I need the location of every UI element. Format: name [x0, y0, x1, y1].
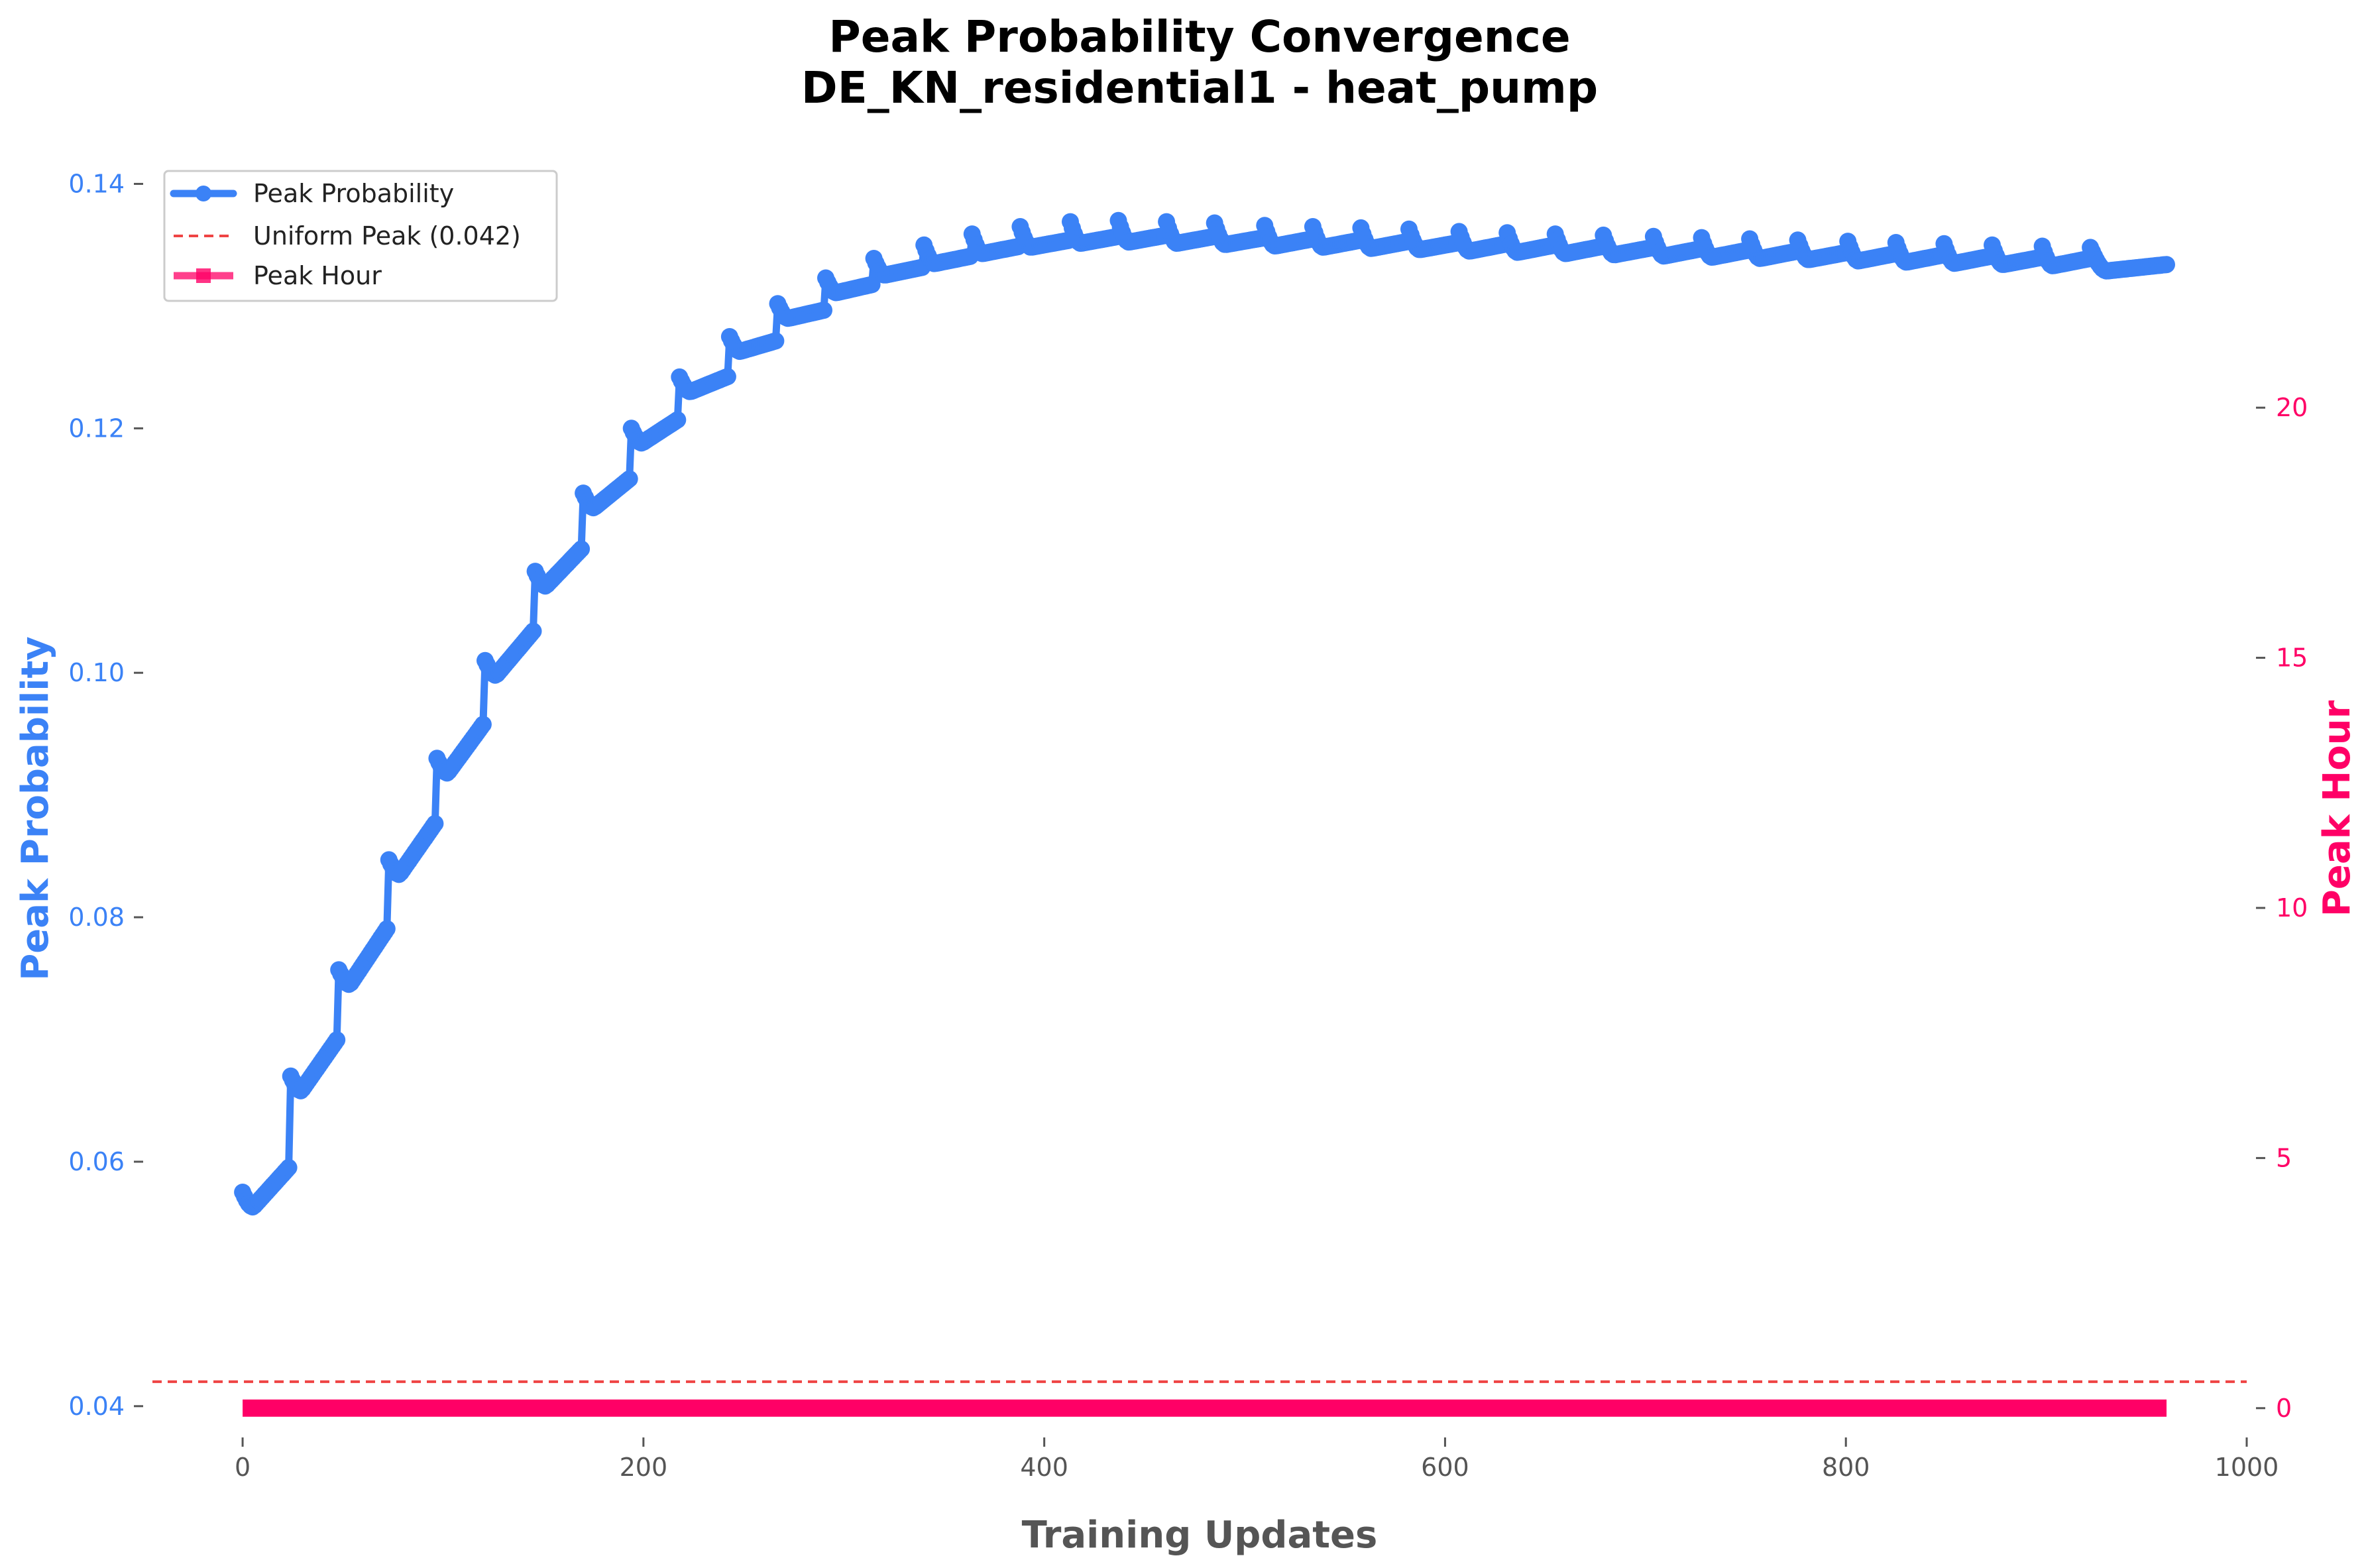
y2-tick-label: 10 — [2276, 893, 2308, 923]
y-tick-label: 0.14 — [68, 169, 125, 198]
x-axis: 0 200 400 600 800 1000 — [235, 1437, 2279, 1482]
right-y-axis: 0 5 10 15 20 — [2256, 393, 2308, 1423]
y2-tick-label: 0 — [2276, 1394, 2292, 1423]
legend: Peak Probability Uniform Peak (0.042) Pe… — [163, 170, 558, 302]
left-y-axis: 0.04 0.06 0.08 0.10 0.12 0.14 — [68, 169, 143, 1421]
peak-probability-markers — [234, 211, 2175, 1216]
y-tick-label: 0.12 — [68, 414, 125, 443]
y2-tick-label: 15 — [2276, 644, 2308, 673]
peak-probability-point — [815, 302, 832, 319]
x-axis-label: Training Updates — [1022, 1514, 1378, 1557]
x-tick-label: 800 — [1822, 1453, 1870, 1482]
legend-label-uniform-peak: Uniform Peak (0.042) — [253, 221, 521, 251]
legend-label-peak-hour: Peak Hour — [253, 261, 382, 290]
peak-probability-point — [767, 332, 785, 350]
peak-probability-point — [474, 716, 492, 734]
peak-probability-point — [573, 540, 591, 558]
peak-probability-point — [328, 1031, 346, 1049]
y2-tick-label: 20 — [2276, 393, 2308, 422]
peak-probability-point — [718, 368, 736, 386]
peak-probability-point — [669, 411, 687, 429]
y-axis-label: Peak Probability — [14, 636, 57, 981]
peak-probability-point — [2158, 256, 2175, 274]
legend-label-peak-probability: Peak Probability — [253, 179, 454, 208]
peak-probability-line — [239, 217, 2170, 1211]
x-tick-label: 0 — [235, 1453, 251, 1482]
y2-axis-label: Peak Hour — [2316, 700, 2359, 917]
y-tick-label: 0.06 — [68, 1147, 125, 1176]
y2-tick-label: 5 — [2276, 1143, 2292, 1172]
x-tick-label: 1000 — [2215, 1453, 2279, 1482]
plot-area — [152, 211, 2247, 1417]
x-tick-label: 600 — [1421, 1453, 1469, 1482]
peak-probability-point — [280, 1158, 298, 1176]
chart-subtitle: DE_KN_residential1 - heat_pump — [801, 62, 1598, 113]
peak-probability-point — [378, 920, 396, 938]
peak-probability-point — [426, 814, 444, 832]
peak-probability-point — [620, 470, 638, 488]
peak-probability-point — [524, 622, 542, 640]
legend-marker-peak-hour — [196, 268, 211, 283]
peak-probability-point — [863, 276, 881, 294]
y-tick-label: 0.10 — [68, 658, 125, 687]
x-tick-label: 400 — [1020, 1453, 1068, 1482]
legend-box — [163, 170, 558, 302]
y-tick-label: 0.04 — [68, 1392, 125, 1421]
y-tick-label: 0.08 — [68, 903, 125, 932]
chart-title: Peak Probability Convergence — [828, 11, 1570, 62]
x-tick-label: 200 — [620, 1453, 668, 1482]
legend-marker-peak-probability — [196, 186, 211, 201]
